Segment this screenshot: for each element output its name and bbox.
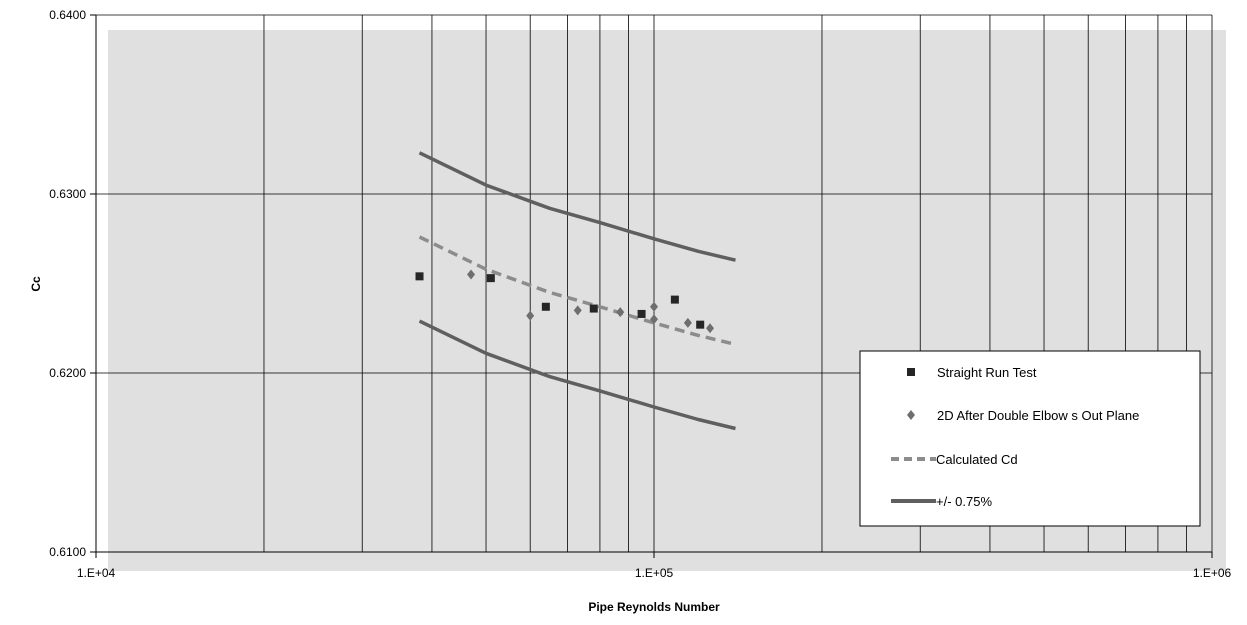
legend-box (859, 350, 1201, 527)
double-elbow-point (467, 269, 476, 280)
x-tick-label: 1.E+05 (635, 566, 674, 580)
straight-run-point (670, 295, 679, 304)
band-line (418, 151, 736, 262)
straight-run-point (486, 274, 495, 283)
legend-marker-straight-run (907, 368, 915, 376)
y-tick-label: 0.6200 (49, 366, 86, 380)
legend-marker-double-elbows (907, 410, 915, 420)
legend: Straight Run Test 2D After Double Elbow … (859, 350, 1201, 527)
y-tick-label: 0.6400 (49, 8, 86, 22)
y-axis-title: Cc (29, 276, 43, 292)
legend-label-band: +/- 0.75% (936, 494, 992, 509)
double-elbow-point (526, 310, 535, 321)
calculated-cd-line (418, 235, 736, 347)
double-elbow-point (573, 305, 582, 316)
double-elbow-point (683, 317, 692, 328)
tick-labels: 1.E+04 1.E+05 1.E+06 0.6100 0.6200 0.6300 0.64… (49, 8, 1231, 580)
straight-run-point (415, 272, 424, 281)
legend-label-calculated-cd: Calculated Cd (936, 452, 1018, 467)
straight-run-point (696, 320, 705, 329)
double-elbow-point (616, 307, 625, 318)
straight-run-point (589, 304, 598, 313)
double-elbow-point (650, 301, 658, 312)
straight-run-point (541, 302, 550, 311)
grid (90, 14, 1213, 558)
x-tick-label: 1.E+06 (1193, 566, 1232, 580)
straight-run-point (637, 309, 646, 318)
band-line (418, 319, 736, 431)
series (415, 151, 736, 431)
legend-label-straight-run: Straight Run Test (937, 365, 1037, 380)
double-elbow-point (650, 314, 658, 325)
x-axis-title: Pipe Reynolds Number (588, 600, 720, 614)
y-tick-label: 0.6300 (49, 187, 86, 201)
x-tick-label: 1.E+04 (77, 566, 116, 580)
legend-label-double-elbows: 2D After Double Elbow s Out Plane (937, 408, 1139, 423)
y-tick-label: 0.6100 (49, 545, 86, 559)
double-elbow-point (706, 323, 715, 334)
